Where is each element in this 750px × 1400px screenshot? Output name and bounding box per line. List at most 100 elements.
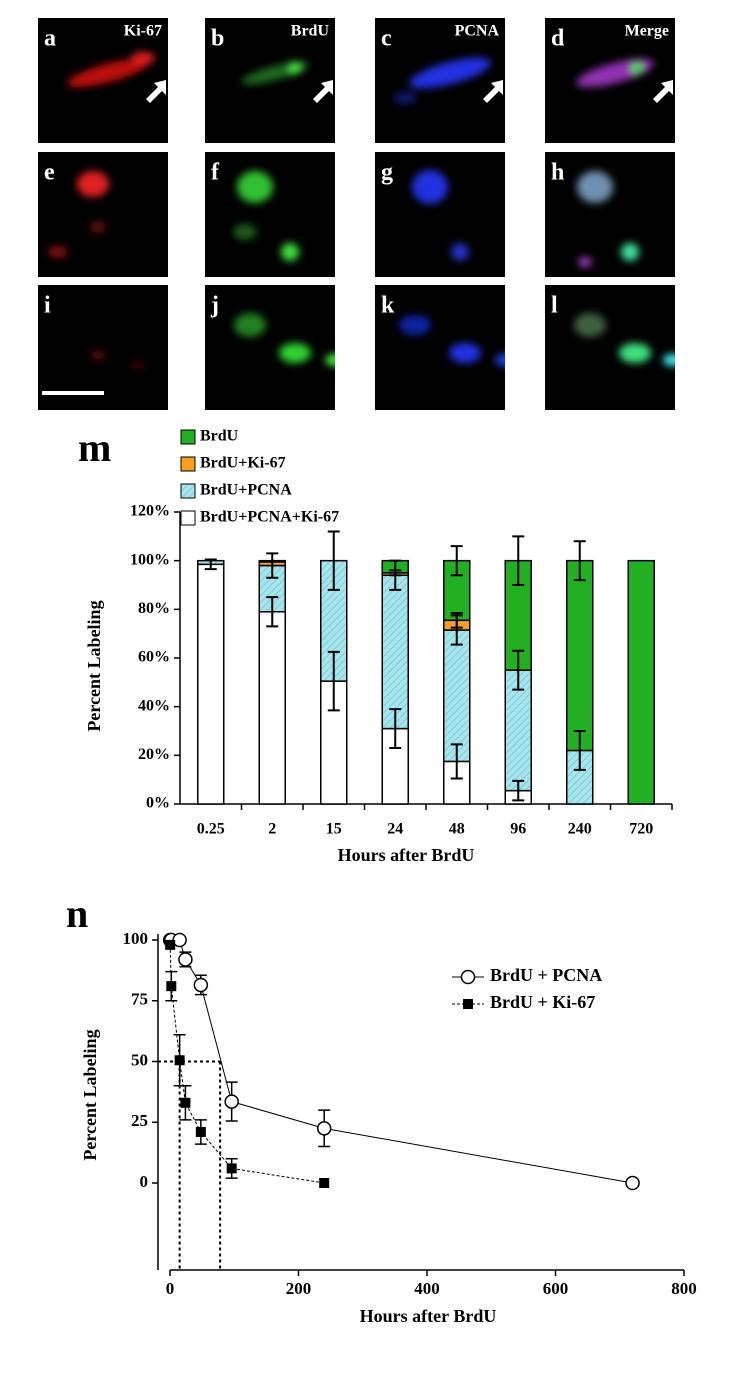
- cell: [399, 315, 431, 335]
- legend-swatch: [180, 483, 196, 499]
- error-bar: [389, 708, 402, 750]
- cell: [409, 57, 491, 89]
- panel-letter: b: [211, 26, 224, 52]
- point: [166, 981, 177, 992]
- panel-letter: h: [551, 160, 564, 186]
- legend-label: BrdU+PCNA: [200, 482, 292, 499]
- error-bar: [266, 596, 279, 628]
- x-tick-label: 0: [166, 1279, 175, 1298]
- y-axis-title: Percent Labeling: [80, 1029, 100, 1160]
- cell: [90, 351, 106, 359]
- cell: [90, 221, 106, 233]
- cell-signal: [576, 58, 654, 88]
- micrograph: e: [38, 152, 168, 277]
- cell: [281, 243, 299, 261]
- x-tick-label: 2: [268, 821, 276, 838]
- cell-signal: [399, 315, 505, 366]
- cell-signal: [233, 171, 299, 261]
- micrograph-background: [375, 152, 505, 277]
- cell: [77, 171, 109, 197]
- x-tick-label: 240: [568, 821, 592, 838]
- bar-segment: [381, 574, 409, 730]
- point: [178, 952, 193, 967]
- bar-segment: [566, 559, 594, 752]
- panel-letter: k: [381, 293, 395, 319]
- cell: [67, 59, 149, 87]
- legend-label: BrdU+Ki-67: [200, 455, 286, 472]
- micrograph-background: [205, 285, 335, 410]
- arrow: [653, 80, 673, 103]
- x-tick-label: 0.25: [197, 821, 225, 838]
- error-bar: [266, 552, 279, 579]
- y-tick-label: 40%: [138, 697, 170, 714]
- cell-signal: [577, 171, 639, 267]
- micrograph: b BrdU: [205, 18, 335, 143]
- scale-bar: [42, 391, 104, 395]
- error-bar: [512, 779, 525, 802]
- y-tick-label: 100: [123, 929, 149, 948]
- error-bar: [204, 558, 217, 571]
- point: [224, 1094, 239, 1109]
- micrograph: g: [375, 152, 505, 277]
- cell: [631, 62, 643, 74]
- legend-label: BrdU + Ki-67: [490, 992, 595, 1012]
- micrograph-background: [205, 152, 335, 277]
- arrow: [146, 80, 166, 103]
- micrograph-background: [38, 285, 168, 410]
- panel-label: PCNA: [455, 23, 500, 40]
- point: [193, 977, 209, 993]
- cell: [279, 343, 311, 363]
- cell: [449, 343, 481, 363]
- panel-letter: i: [44, 293, 51, 319]
- point: [195, 1126, 206, 1137]
- cell-signal: [574, 313, 675, 366]
- cell: [234, 313, 266, 337]
- y-axis-title: Percent Labeling: [84, 600, 104, 731]
- micrograph: l: [545, 285, 675, 410]
- legend-marker: [463, 999, 473, 1009]
- cell-signal: [67, 52, 155, 87]
- y-tick-label: 100%: [130, 551, 170, 568]
- panel-letter: d: [551, 26, 565, 52]
- y-tick-label: 50: [131, 1050, 148, 1069]
- cell-signal: [90, 351, 144, 368]
- panel-letter: c: [381, 26, 392, 52]
- legend-swatch: [180, 429, 196, 445]
- micrograph: a Ki-67: [38, 18, 168, 143]
- micrograph: i: [38, 285, 168, 410]
- error-bar: [512, 535, 525, 586]
- panel-letter: m: [78, 425, 111, 470]
- cell: [393, 92, 417, 104]
- error-bar: [512, 649, 525, 691]
- cell: [237, 171, 273, 203]
- cell: [663, 354, 675, 366]
- point: [316, 1121, 332, 1136]
- series-line: [169, 944, 325, 1184]
- x-axis-title: Hours after BrdU: [360, 1306, 497, 1326]
- cell: [495, 354, 505, 366]
- x-tick-label: 24: [387, 821, 403, 838]
- panel-letter: f: [211, 160, 220, 186]
- bar-segment: [443, 629, 471, 763]
- panel-letter: j: [210, 293, 219, 319]
- error-bar: [573, 730, 586, 771]
- micrograph: c PCNA: [375, 18, 505, 143]
- error-bar: [450, 611, 463, 629]
- error-bar: [450, 545, 463, 577]
- panel-letter: g: [381, 160, 393, 186]
- cell: [574, 313, 606, 337]
- legend-swatch: [180, 510, 196, 526]
- point: [165, 939, 176, 950]
- micrograph: j: [205, 285, 335, 410]
- error-bar: [450, 743, 463, 780]
- panel-letter: e: [44, 160, 55, 186]
- legend-label: BrdU: [200, 428, 239, 445]
- legend-swatch: [180, 456, 196, 472]
- panel-label: Ki-67: [124, 23, 162, 40]
- y-tick-label: 25: [131, 1111, 148, 1130]
- x-tick-label: 15: [326, 821, 342, 838]
- y-tick-label: 0: [140, 1172, 149, 1191]
- x-tick-label: 200: [286, 1279, 312, 1298]
- cell: [619, 343, 651, 363]
- cell: [131, 52, 155, 64]
